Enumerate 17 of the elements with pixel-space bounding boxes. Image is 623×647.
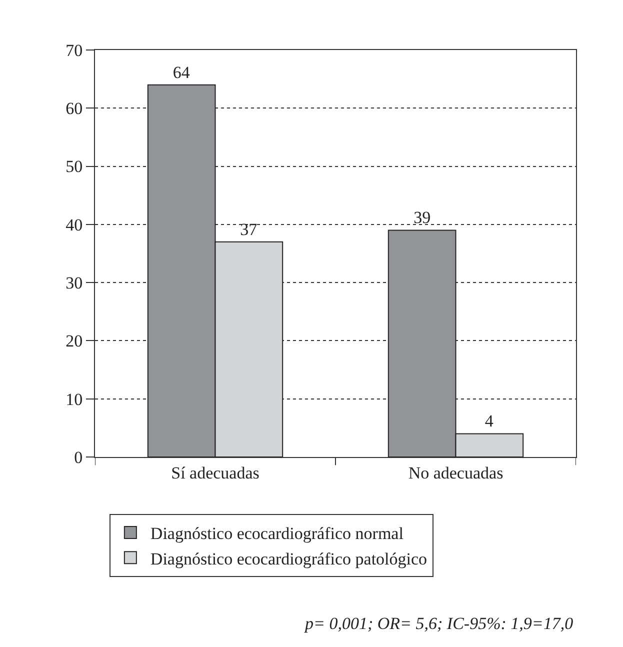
legend-label: Diagnóstico ecocardiográfico normal — [150, 524, 404, 544]
data-label: 4 — [484, 412, 494, 431]
data-label: 39 — [414, 208, 431, 228]
y-tick-label: 60 — [66, 99, 83, 118]
data-label: 37 — [240, 220, 258, 239]
y-tick-label: 50 — [66, 157, 83, 176]
y-tick-label: 40 — [66, 215, 83, 234]
y-tick-label: 30 — [66, 274, 83, 293]
y-tick-label: 70 — [66, 40, 83, 60]
x-tick-label: Sí adecuadas — [171, 463, 260, 482]
legend-label: Diagnóstico ecocardiográfico patológico — [150, 549, 428, 568]
y-tick-label: 10 — [66, 390, 83, 409]
x-tick-label: No adecuadas — [408, 463, 504, 482]
y-tick-label: 20 — [66, 332, 83, 351]
y-tick-label: 0 — [74, 448, 83, 467]
data-label: 64 — [172, 62, 190, 82]
text: p= 0,001; OR= 5,6; IC-95%: 1,9=17,0 — [304, 614, 574, 633]
